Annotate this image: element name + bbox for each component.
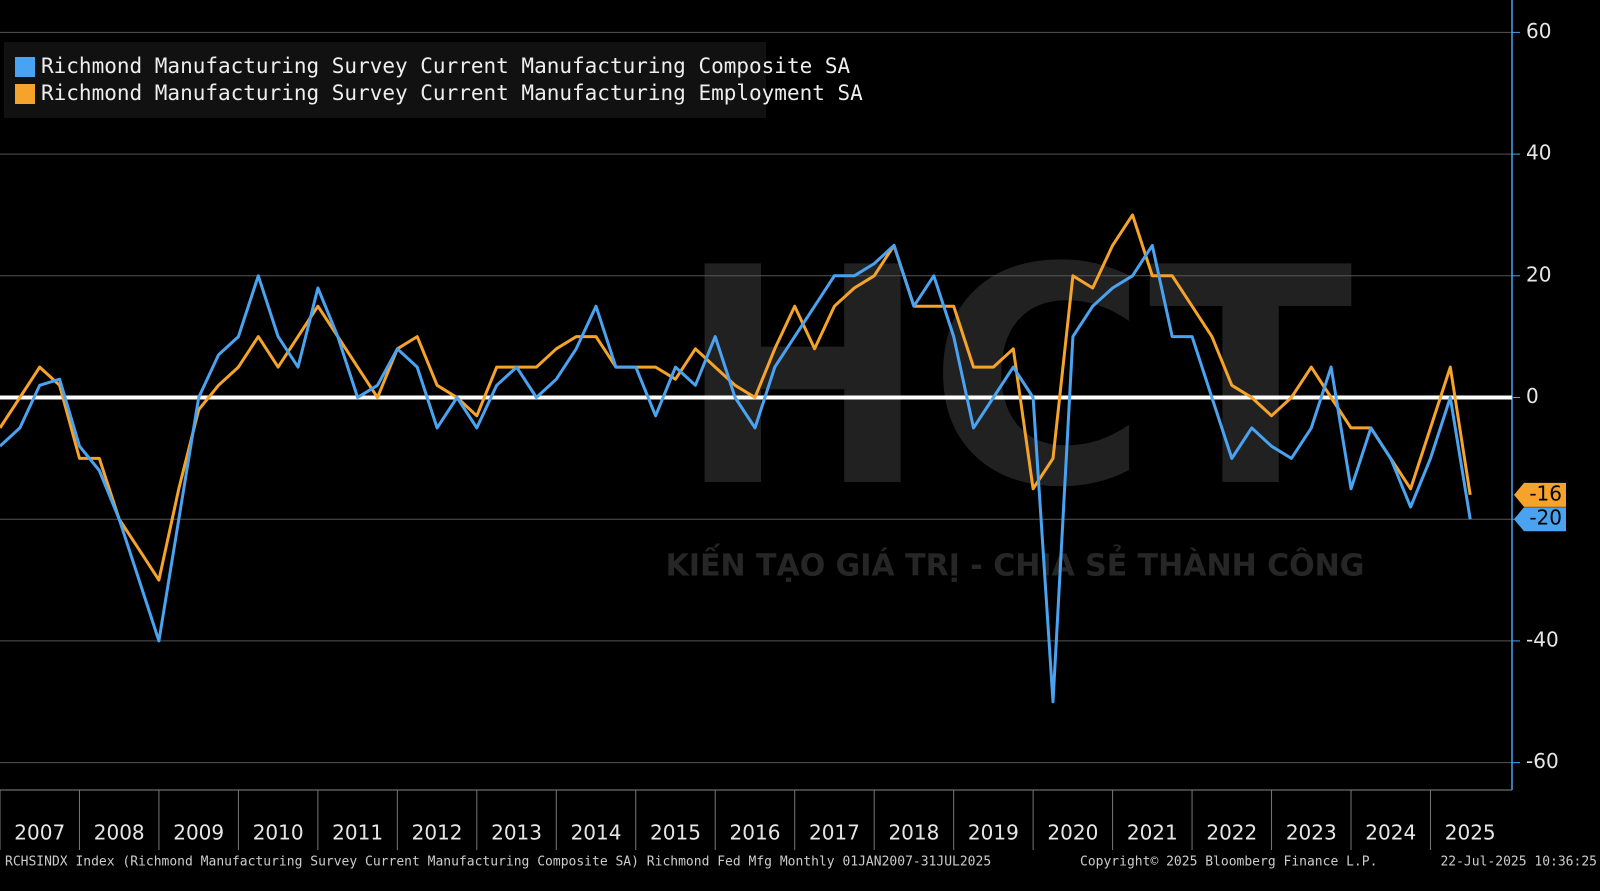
- x-tick-label: 2011: [332, 821, 383, 845]
- y-tick-label: 40: [1526, 141, 1551, 165]
- y-tick-label: 20: [1526, 262, 1551, 286]
- y-tick-label: -40: [1526, 627, 1559, 651]
- watermark-slogan: KIẾN TẠO GIÁ TRỊ - CHIA SẺ THÀNH CÔNG: [666, 544, 1365, 584]
- y-tick-label: 60: [1526, 19, 1551, 43]
- x-tick-label: 2025: [1445, 821, 1496, 845]
- footer-timestamp: 22-Jul-2025 10:36:25: [1440, 855, 1597, 870]
- x-tick-label: 2019: [968, 821, 1019, 845]
- x-tick-label: 2022: [1206, 821, 1257, 845]
- x-tick-label: 2009: [173, 821, 224, 845]
- y-tick-label: -60: [1526, 749, 1559, 773]
- footer-source: RCHSINDX Index (Richmond Manufacturing S…: [5, 855, 991, 870]
- x-tick-label: 2013: [491, 821, 542, 845]
- x-tick-label: 2007: [14, 821, 65, 845]
- last-value-label: -16: [1529, 481, 1562, 505]
- legend-box: [4, 42, 766, 118]
- legend-swatch: [15, 57, 35, 77]
- x-tick-label: 2018: [888, 821, 939, 845]
- x-tick-label: 2014: [571, 821, 622, 845]
- legend: Richmond Manufacturing Survey Current Ma…: [4, 42, 863, 118]
- last-value-tag: [1514, 482, 1566, 507]
- x-tick-label: 2008: [94, 821, 145, 845]
- x-tick-label: 2015: [650, 821, 701, 845]
- x-tick-label: 2020: [1047, 821, 1098, 845]
- y-tick-label: 0: [1526, 384, 1539, 408]
- last-value-label: -20: [1529, 506, 1562, 530]
- series-line: [0, 213, 1472, 582]
- series-line: [0, 243, 1472, 704]
- watermark-logo: HCT: [677, 204, 1354, 553]
- legend-label: Richmond Manufacturing Survey Current Ma…: [41, 81, 863, 105]
- x-tick-label: 2024: [1365, 821, 1416, 845]
- legend-swatch: [15, 84, 35, 104]
- x-tick-label: 2010: [253, 821, 304, 845]
- legend-label: Richmond Manufacturing Survey Current Ma…: [41, 54, 851, 78]
- x-tick-label: 2023: [1286, 821, 1337, 845]
- x-tick-label: 2016: [730, 821, 781, 845]
- x-tick-label: 2021: [1127, 821, 1178, 845]
- x-tick-label: 2012: [412, 821, 463, 845]
- footer-copyright: Copyright© 2025 Bloomberg Finance L.P.: [1080, 855, 1377, 870]
- last-value-tag: [1514, 507, 1566, 532]
- x-tick-label: 2017: [809, 821, 860, 845]
